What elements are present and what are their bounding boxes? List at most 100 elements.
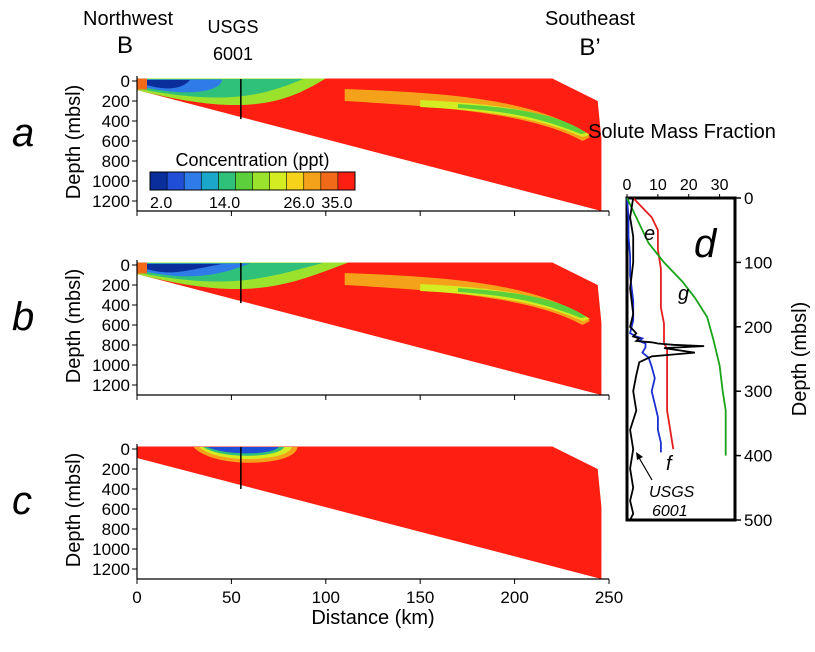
profile-y-tick-label: 500 — [744, 511, 772, 530]
y-tick-label-a: 600 — [102, 132, 130, 151]
y-tick-label-b: 800 — [102, 336, 130, 355]
colorbar-swatch — [269, 172, 288, 190]
x-tick-label-c: 0 — [132, 588, 141, 607]
profile-series-f — [626, 197, 662, 453]
lens-blue-c — [206, 447, 279, 454]
colorbar-swatch — [201, 172, 219, 190]
x-axis-label-c: Distance (km) — [311, 607, 434, 629]
colorbar-tick-label: 35.0 — [321, 195, 352, 212]
panel-letter-b: b — [12, 295, 34, 339]
y-tick-label-a: 800 — [102, 152, 130, 171]
colorbar-swatch — [150, 172, 168, 190]
series-label-f: f — [666, 453, 674, 475]
profile-series-e — [632, 197, 675, 450]
y-tick-label-a: 400 — [102, 112, 130, 131]
colorbar-swatch — [286, 172, 305, 190]
y-tick-label-a: 1000 — [92, 172, 130, 191]
y-tick-label-c: 1000 — [92, 540, 130, 559]
tongue-yellow-a — [420, 100, 591, 137]
profile-x-tick-label: 20 — [680, 177, 698, 194]
section-domain-c — [137, 446, 602, 579]
profile-y-tick-label: 300 — [744, 382, 772, 401]
profile-x-tick-label: 10 — [649, 177, 667, 194]
annotation-arrow-line — [637, 455, 653, 481]
plume-darkblue-a — [146, 80, 190, 89]
profile-x-tick-label: 0 — [623, 177, 632, 194]
colorbar-tick-label: 26.0 — [284, 195, 315, 212]
profile-series-usgs-6001 — [629, 197, 705, 521]
colorbar-swatch — [167, 172, 185, 190]
colorbar: Concentration (ppt) 2.0 14.0 26.0 35.0 — [149, 150, 356, 212]
y-tick-label-c: 400 — [102, 480, 130, 499]
colorbar-tick-label: 2.0 — [150, 195, 172, 212]
colorbar-swatch — [218, 172, 236, 190]
boundary-strip-a — [137, 78, 147, 90]
panel-letter-c: c — [12, 479, 32, 523]
colorbar-swatch — [184, 172, 202, 190]
y-tick-label-b: 400 — [102, 296, 130, 315]
well-number-label: 6001 — [213, 44, 253, 64]
colorbar-swatch — [303, 172, 322, 190]
profile-series-g — [626, 197, 727, 456]
y-tick-label-c: 1200 — [92, 560, 130, 579]
y-tick-label-c: 800 — [102, 520, 130, 539]
y-axis-label-b: Depth (mbsl) — [63, 269, 85, 383]
colorbar-swatch — [252, 172, 271, 190]
profile-title: Solute Mass Fraction — [588, 121, 776, 143]
profile-y-tick-label: 400 — [744, 447, 772, 466]
y-tick-label-c: 0 — [121, 440, 130, 459]
boundary-strip-b — [137, 262, 147, 274]
profile-x-tick-label: 30 — [711, 177, 729, 194]
tongue-orange-a — [344, 89, 591, 141]
y-tick-label-b: 200 — [102, 276, 130, 295]
y-tick-label-c: 200 — [102, 460, 130, 479]
plume-darkblue-b — [146, 264, 222, 273]
x-tick-label-c: 100 — [312, 588, 340, 607]
tongue-orange-b — [344, 273, 591, 325]
colorbar-swatch — [235, 172, 253, 190]
section-end-label: B’ — [579, 34, 600, 61]
annotation-arrow-head — [636, 452, 643, 460]
y-tick-label-c: 600 — [102, 500, 130, 519]
annotation-6001: 6001 — [652, 503, 688, 520]
colorbar-swatch — [337, 172, 356, 190]
y-axis-label-c: Depth (mbsl) — [63, 453, 85, 567]
panel-letter-d: d — [694, 222, 718, 266]
tongue-yellow-b — [420, 284, 591, 321]
x-tick-label-c: 50 — [222, 588, 241, 607]
profile-y-tick-label: 0 — [744, 189, 753, 208]
x-tick-label-c: 200 — [500, 588, 528, 607]
section-start-label: B — [117, 32, 133, 59]
annotation-usgs: USGS — [649, 484, 695, 501]
southeast-label: Southeast — [545, 8, 636, 30]
series-label-e: e — [644, 223, 655, 245]
profile-y-axis-label: Depth (mbsl) — [789, 302, 811, 416]
well-name-label: USGS — [207, 17, 258, 37]
y-tick-label-b: 600 — [102, 316, 130, 335]
y-tick-label-a: 1200 — [92, 192, 130, 211]
colorbar-tick-label: 14.0 — [209, 195, 240, 212]
series-label-g: g — [678, 283, 689, 305]
panel-letter-a: a — [12, 111, 34, 155]
tongue-green-a — [457, 104, 587, 134]
northwest-label: Northwest — [83, 8, 173, 30]
colorbar-frame — [149, 171, 356, 191]
profile-y-tick-label: 100 — [744, 253, 772, 272]
colorbar-title: Concentration (ppt) — [175, 150, 329, 170]
profile-y-tick-label: 200 — [744, 318, 772, 337]
y-tick-label-a: 0 — [121, 72, 130, 91]
y-tick-label-a: 200 — [102, 92, 130, 111]
x-tick-label-c: 250 — [595, 588, 623, 607]
tongue-green-b — [457, 288, 587, 318]
y-tick-label-b: 1000 — [92, 356, 130, 375]
x-tick-label-c: 150 — [406, 588, 434, 607]
y-tick-label-b: 1200 — [92, 376, 130, 395]
y-axis-label-a: Depth (mbsl) — [63, 85, 85, 199]
y-tick-label-b: 0 — [121, 256, 130, 275]
colorbar-swatch — [320, 172, 339, 190]
